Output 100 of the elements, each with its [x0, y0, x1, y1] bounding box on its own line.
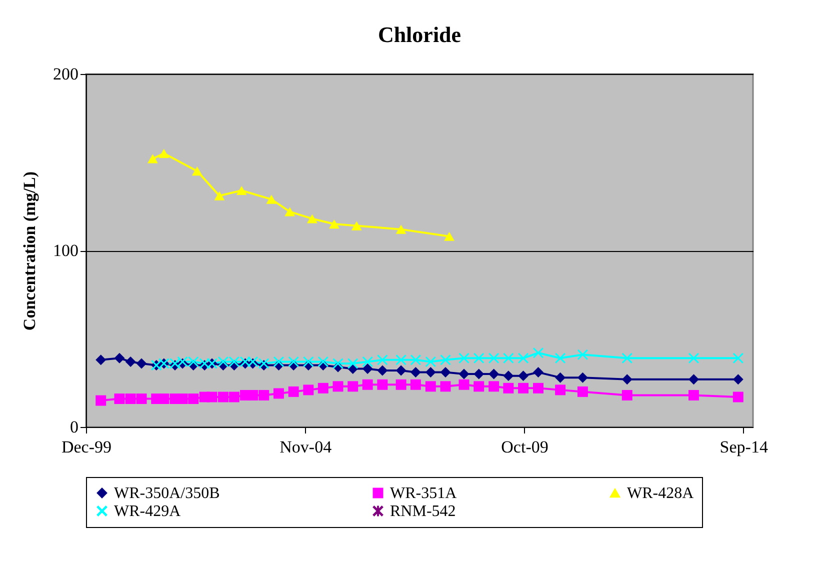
point: [518, 370, 529, 382]
point: [266, 194, 277, 204]
legend-label: WR-351A: [390, 485, 458, 502]
point: [348, 358, 358, 369]
point: [518, 382, 529, 394]
point: [458, 352, 470, 364]
point: [328, 219, 340, 229]
point: [622, 390, 632, 400]
point: [518, 352, 529, 364]
point: [533, 367, 544, 378]
point: [488, 368, 500, 380]
point: [474, 352, 484, 364]
point: [440, 381, 451, 392]
point: [318, 382, 328, 394]
point: [188, 394, 199, 404]
point: [96, 395, 106, 406]
point: [732, 352, 744, 364]
x-tick-label: Sep-14: [720, 438, 768, 456]
legend-label: RNM-542: [390, 503, 456, 520]
point: [332, 358, 344, 369]
point: [258, 390, 270, 400]
point: [348, 381, 358, 392]
legend-label: WR-428A: [627, 485, 694, 502]
point: [458, 368, 470, 380]
point: [362, 364, 373, 374]
point: [444, 232, 455, 241]
point: [303, 356, 314, 367]
point: [503, 352, 514, 364]
point: [488, 352, 500, 364]
point: [410, 367, 421, 378]
point: [410, 354, 421, 366]
point: [206, 392, 218, 402]
point: [362, 379, 373, 390]
point: [577, 349, 588, 360]
point: [396, 379, 406, 390]
point: [288, 386, 299, 397]
x-tick-label: Dec-99: [61, 438, 112, 456]
point: [377, 379, 388, 390]
point: [503, 382, 514, 394]
point: [273, 356, 284, 367]
point: [188, 356, 199, 367]
y-tick-label: 200: [53, 64, 78, 84]
x-tick-label: Nov-04: [280, 438, 332, 456]
point: [303, 384, 314, 396]
point: [214, 191, 225, 200]
point: [318, 356, 328, 367]
point: [622, 374, 632, 385]
y-axis-title: Concentration (mg/L): [20, 171, 39, 331]
point: [488, 381, 500, 392]
y-tick-label: 0: [70, 418, 78, 436]
point: [425, 356, 436, 367]
point: [114, 352, 125, 364]
point: [248, 390, 258, 400]
point: [732, 374, 744, 385]
point: [228, 392, 240, 402]
point: [410, 379, 421, 390]
legend-label: WR-429A: [114, 503, 182, 520]
chart-title: Chloride: [378, 22, 462, 47]
point: [236, 186, 247, 196]
x-tick-label: Oct-09: [501, 438, 548, 456]
point: [440, 354, 451, 366]
point: [351, 221, 362, 230]
point: [474, 368, 484, 380]
point: [396, 224, 406, 234]
point: [377, 365, 388, 376]
point: [125, 394, 136, 404]
point: [332, 381, 344, 392]
point: [218, 392, 228, 402]
point: [533, 382, 544, 394]
point: [96, 354, 106, 366]
point: [503, 370, 514, 382]
point: [377, 354, 388, 366]
point: [555, 384, 566, 396]
point: [555, 372, 566, 383]
point: [136, 394, 147, 404]
point: [114, 394, 125, 404]
point: [136, 358, 147, 369]
point: [732, 392, 744, 402]
point: [158, 394, 170, 404]
point: [688, 352, 699, 364]
point: [147, 154, 158, 164]
point: [306, 214, 318, 224]
point: [425, 367, 436, 378]
point: [474, 381, 484, 392]
point: [284, 207, 296, 216]
point: [273, 388, 284, 399]
point: [458, 379, 470, 390]
point: [125, 356, 136, 367]
point: [688, 374, 699, 385]
point: [622, 352, 632, 364]
point: [396, 365, 406, 376]
point: [440, 367, 451, 378]
point: [362, 356, 373, 367]
point: [533, 348, 544, 358]
point: [577, 372, 588, 383]
point: [288, 356, 299, 367]
point: [688, 390, 699, 400]
y-tick-label: 100: [53, 241, 78, 260]
point: [228, 356, 240, 367]
legend-label: WR-350A/350B: [114, 485, 220, 502]
